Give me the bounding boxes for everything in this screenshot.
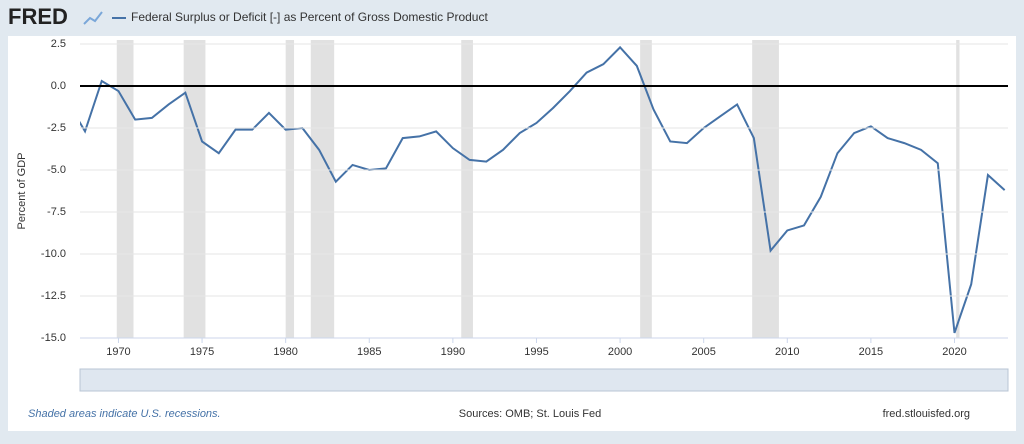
x-tick-label: 2015 bbox=[859, 346, 883, 358]
chart-panel bbox=[8, 36, 1016, 431]
x-tick-label: 1970 bbox=[106, 346, 130, 358]
x-tick-label: 2010 bbox=[775, 346, 799, 358]
x-tick-label: 1990 bbox=[441, 346, 465, 358]
x-tick-label: 1975 bbox=[190, 346, 214, 358]
recession bbox=[116, 40, 134, 338]
recession-note: Shaded areas indicate U.S. recessions. bbox=[28, 408, 221, 420]
plot-clip bbox=[80, 40, 1006, 338]
recession bbox=[752, 40, 779, 338]
x-tick-label: 1980 bbox=[273, 346, 297, 358]
series-line bbox=[80, 45, 1006, 334]
brand-icon bbox=[83, 11, 103, 25]
recession bbox=[285, 40, 295, 338]
y-tick-label: 0.0 bbox=[51, 80, 66, 92]
y-tick-label: -2.5 bbox=[47, 122, 66, 134]
x-tick-label: 2000 bbox=[608, 346, 632, 358]
x-tick-label: 1995 bbox=[524, 346, 548, 358]
legend-title: Federal Surplus or Deficit [-] as Percen… bbox=[131, 10, 488, 24]
recession bbox=[183, 40, 206, 338]
sources: Sources: OMB; St. Louis Fed bbox=[459, 408, 601, 420]
brand: FRED bbox=[8, 4, 68, 29]
y-tick-label: 2.5 bbox=[51, 38, 66, 50]
plot: 2.5 0.0 -2.5 -5.0 -7.5 -10.0 -12.5 -15.0 1970 197… bbox=[41, 38, 1008, 358]
recession bbox=[956, 40, 960, 338]
y-tick-label: -12.5 bbox=[41, 290, 66, 302]
x-tick-label: 2005 bbox=[691, 346, 715, 358]
y-tick-label: -5.0 bbox=[47, 164, 66, 176]
y-tick-label: -7.5 bbox=[47, 206, 66, 218]
y-tick-label: -15.0 bbox=[41, 332, 66, 344]
recession bbox=[640, 40, 652, 338]
navigator[interactable] bbox=[79, 368, 1009, 392]
y-tick-label: -10.0 bbox=[41, 248, 66, 260]
recession bbox=[461, 40, 473, 338]
site[interactable]: fred.stlouisfed.org bbox=[883, 408, 970, 420]
recession bbox=[310, 40, 335, 338]
y-axis-label: Percent of GDP bbox=[16, 152, 28, 229]
x-tick-label: 2020 bbox=[942, 346, 966, 358]
x-tick-label: 1985 bbox=[357, 346, 381, 358]
